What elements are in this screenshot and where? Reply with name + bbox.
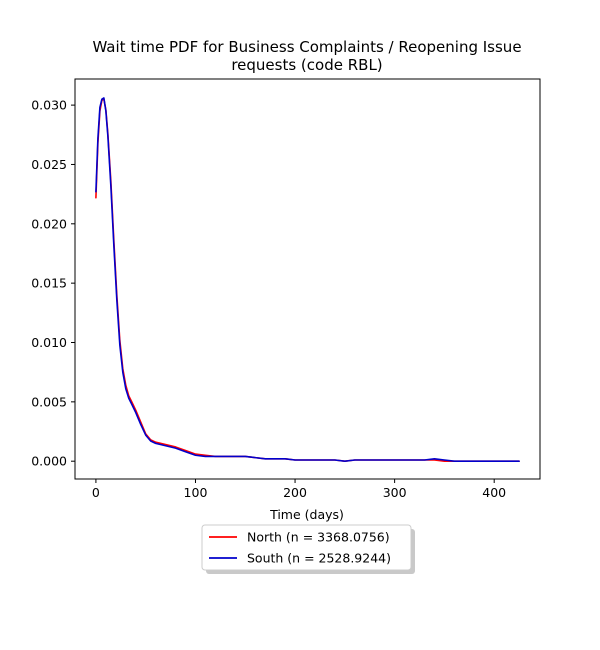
- chart-title: Wait time PDF for Business Complaints / …: [92, 38, 521, 74]
- y-tick-label-2: 0.010: [31, 335, 67, 350]
- y-tick-label-5: 0.025: [31, 157, 67, 172]
- x-tick-label-3: 300: [383, 485, 407, 500]
- series-line-1: [95, 97, 520, 463]
- y-tick-label-1: 0.005: [31, 394, 67, 409]
- x-tick-label-4: 400: [482, 485, 506, 500]
- legend-entries: North (n = 3368.0756) South (n = 2528.924…: [209, 530, 391, 566]
- y-tick-label-4: 0.020: [31, 216, 67, 231]
- legend: North (n = 3368.0756) South (n = 2528.924…: [201, 524, 415, 574]
- legend-label-0: North (n = 3368.0756): [247, 530, 390, 545]
- legend-box: [201, 524, 412, 571]
- legend-label-1: South (n = 2528.9244): [247, 551, 391, 566]
- x-tick-label-0: 0: [92, 485, 100, 500]
- series-line-0: [95, 98, 520, 463]
- chart-title-line-2: requests (code RBL): [231, 56, 382, 74]
- x-axis-label: Time (days): [269, 507, 344, 522]
- x-tick-label-2: 200: [283, 485, 307, 500]
- y-axis: 0.000 0.005 0.010 0.015 0.020 0.025 0.030: [31, 98, 75, 469]
- y-tick-label-6: 0.030: [31, 98, 67, 113]
- chart-title-line-1: Wait time PDF for Business Complaints / …: [92, 38, 521, 56]
- y-tick-label-0: 0.000: [31, 454, 67, 469]
- x-axis: 0 100 200 300 400: [92, 479, 506, 500]
- x-tick-label-1: 100: [184, 485, 208, 500]
- series-layer: [95, 97, 520, 463]
- plot-area-frame: [74, 78, 541, 480]
- y-tick-label-3: 0.015: [31, 276, 67, 291]
